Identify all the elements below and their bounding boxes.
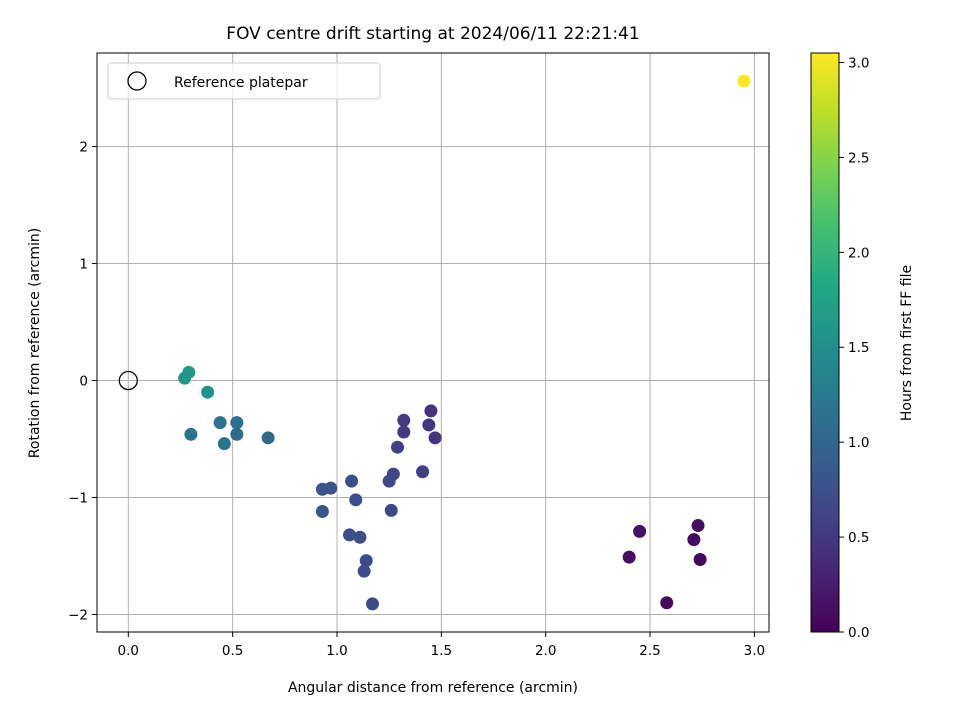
y-tick-label: 2	[79, 140, 88, 156]
data-point	[384, 503, 398, 517]
colorbar-tick-label: 2.5	[848, 150, 869, 166]
y-axis-label: Rotation from reference (arcmin)	[27, 228, 43, 458]
colorbar-tick-label: 0.5	[848, 530, 869, 546]
legend-marker-open-circle	[127, 71, 147, 91]
data-point	[422, 418, 436, 432]
data-point	[737, 74, 751, 88]
chart-title: FOV centre drift starting at 2024/06/11 …	[226, 24, 639, 44]
data-point	[391, 440, 405, 454]
data-point	[357, 564, 371, 578]
data-point	[315, 505, 329, 519]
colorbar-tick-label: 2.0	[848, 245, 869, 261]
y-tick-label: 1	[79, 257, 88, 273]
y-axis: −2 −1 0 1 2	[68, 140, 97, 623]
x-tick-label: 2.5	[639, 643, 660, 659]
x-tick-label: 1.5	[431, 643, 452, 659]
colorbar-ticks: 0.0 0.5 1.0 1.5 2.0 2.5 3.0	[839, 55, 869, 641]
data-point	[353, 530, 367, 544]
colorbar: 0.0 0.5 1.0 1.5 2.0 2.5 3.0 Hours from first F…	[810, 52, 915, 641]
x-tick-label: 1.0	[326, 643, 347, 659]
data-point	[397, 425, 411, 439]
colorbar-tick-label: 0.0	[848, 625, 869, 641]
x-tick-label: 0.5	[222, 643, 243, 659]
legend-frame	[107, 62, 381, 100]
colorbar-label: Hours from first FF file	[899, 265, 915, 421]
x-tick-label: 3.0	[744, 643, 765, 659]
data-point	[660, 596, 674, 610]
reference-platepar-marker	[118, 370, 138, 391]
data-point	[345, 474, 359, 488]
colorbar-tick-label: 1.5	[848, 340, 869, 356]
legend-label-reference-platepar: Reference platepar	[174, 75, 308, 91]
data-point	[693, 552, 707, 566]
x-axis-label: Angular distance from reference (arcmin)	[288, 680, 578, 696]
data-point	[687, 533, 701, 547]
y-tick-label: −2	[68, 607, 88, 623]
data-point	[397, 413, 411, 427]
data-point	[359, 554, 373, 568]
plot-frame	[96, 52, 770, 633]
data-point	[416, 465, 430, 479]
colorbar-tick-label: 1.0	[848, 435, 869, 451]
legend: Reference platepar	[107, 62, 381, 100]
data-point	[349, 493, 363, 507]
y-tick-label: 0	[79, 374, 88, 390]
data-points	[178, 74, 751, 611]
data-point	[386, 467, 400, 481]
data-point	[201, 385, 215, 399]
x-tick-label: 0.0	[118, 643, 139, 659]
data-point	[230, 427, 244, 441]
data-point	[213, 416, 227, 430]
data-point	[343, 528, 357, 542]
grid	[97, 53, 769, 632]
data-point	[633, 524, 647, 538]
colorbar-tick-label: 3.0	[848, 55, 869, 71]
data-point	[217, 437, 231, 451]
data-point	[428, 431, 442, 445]
data-point	[365, 597, 379, 611]
x-axis: 0.0 0.5 1.0 1.5 2.0 2.5 3.0	[118, 632, 765, 659]
x-tick-label: 2.0	[535, 643, 556, 659]
data-point	[184, 427, 198, 441]
data-point	[622, 550, 636, 564]
data-point	[230, 416, 244, 430]
data-point	[424, 404, 438, 418]
y-tick-label: −1	[68, 490, 88, 506]
data-point	[261, 431, 275, 445]
colorbar-gradient	[810, 52, 840, 633]
data-point	[178, 371, 192, 385]
data-point	[324, 481, 338, 495]
data-point	[691, 519, 705, 533]
